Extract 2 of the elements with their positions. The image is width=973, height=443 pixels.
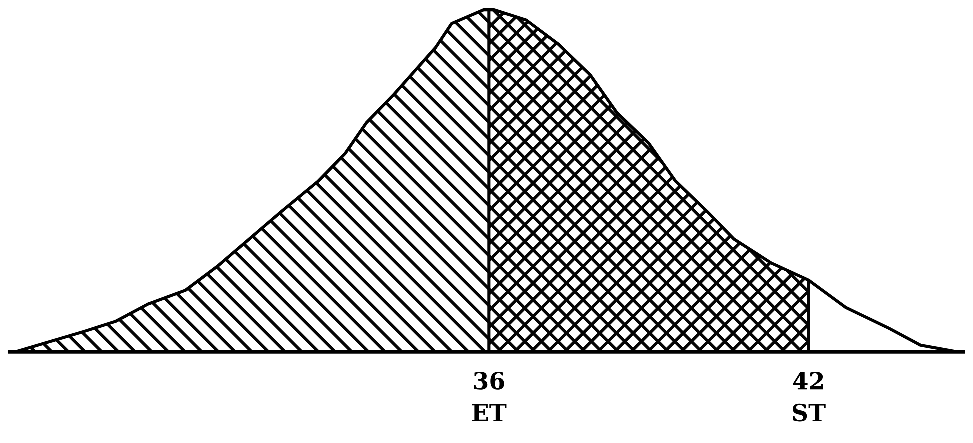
x-tick-label: 42 ST [793, 372, 826, 422]
x-tick-label: 36 ET [472, 372, 507, 422]
